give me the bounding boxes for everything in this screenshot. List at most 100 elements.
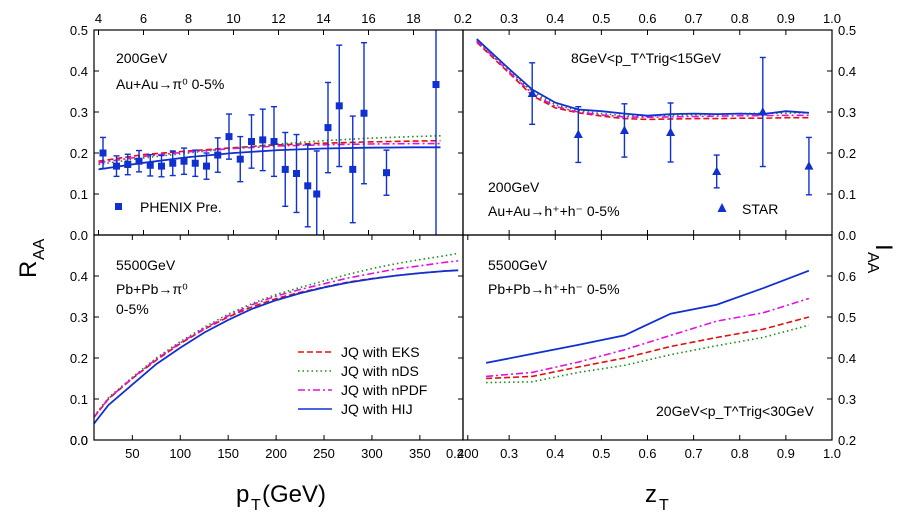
legend-star: STAR	[717, 201, 778, 217]
panel-annotations: 200GeV Au+Au→π⁰ 0-5% 8GeV<p_T^Trig<15GeV…	[116, 50, 814, 419]
top-tick-label: 0.4	[546, 11, 564, 26]
data-point-phenix-pre-	[214, 137, 222, 173]
y-tick-label: 0.3	[70, 105, 88, 120]
svg-text:p: p	[236, 481, 249, 508]
data-point-phenix-pre-	[313, 150, 321, 235]
y-tick-label: 0.1	[70, 392, 88, 407]
bl-energy: 5500GeV	[116, 257, 176, 273]
panel-bottom-left: 0.0 0.1 0.2 0.3 0.4 50 100 150 200 250 300 350 400	[70, 234, 479, 461]
y-tick-label: 0.5	[70, 23, 88, 38]
legend-label: JQ with nPDF	[341, 382, 427, 398]
data-point-phenix-pre-	[191, 149, 199, 178]
bl-centrality: 0-5%	[116, 301, 149, 317]
y-tick-label: 0.2	[70, 351, 88, 366]
y-tick-label: 0.2	[70, 146, 88, 161]
y-axis-title-left: R AA	[15, 238, 48, 278]
y-tick-label: 0.5	[838, 23, 856, 38]
svg-text:I: I	[870, 244, 897, 251]
x-tick-label: 0.8	[731, 446, 749, 461]
y-tick-label: 0.4	[70, 64, 88, 79]
plot-area-top-right	[476, 38, 814, 196]
plot-layer: 0.0 0.1 0.2 0.3 0.4 0.5 4 6 8 10 12 14 16 18 0.0 0.1 0.2…	[70, 11, 856, 461]
x-tick-label: 200	[265, 446, 287, 461]
x-tick-label: 400	[457, 446, 479, 461]
y-tick-label: 0.4	[838, 351, 856, 366]
data-point-phenix-pre-	[324, 81, 332, 174]
x-tick-label: 300	[361, 446, 383, 461]
data-point-star	[527, 62, 537, 126]
data-point-phenix-pre-	[259, 108, 267, 172]
plot-area-top-left	[98, 30, 441, 235]
legend-label: JQ with HIJ	[341, 401, 413, 417]
y-tick-label: 0.3	[838, 105, 856, 120]
svg-text:AA: AA	[31, 238, 48, 260]
x-tick-label: 0.5	[592, 446, 610, 461]
data-point-phenix-pre-	[293, 133, 300, 214]
x-axis-title-left: p T (GeV)	[236, 481, 326, 514]
tl-energy: 200GeV	[116, 50, 168, 66]
y-tick-label: 0.2	[838, 433, 856, 448]
br-system: Pb+Pb→h⁺+h⁻ 0-5%	[488, 281, 620, 297]
y-tick-label: 0.0	[70, 433, 88, 448]
top-tick-label: 0.6	[638, 11, 656, 26]
top-tick-label: 0.2	[454, 11, 472, 26]
series-line-jq-with-hij	[485, 269, 810, 364]
plot-area-bottom-right	[485, 269, 810, 384]
data-point-phenix-pre-	[270, 105, 278, 178]
legend-label: JQ with EKS	[341, 344, 420, 360]
series-line-jq-with-hij	[476, 38, 809, 117]
data-point-star	[804, 136, 814, 196]
y-tick-label: 0.0	[70, 228, 88, 243]
top-tick-label: 10	[226, 11, 240, 26]
y-tick-label: 0.4	[838, 64, 856, 79]
data-point-phenix-pre-	[432, 30, 440, 235]
top-tick-label: 0.3	[500, 11, 518, 26]
tl-system: Au+Au→π⁰ 0-5%	[116, 76, 224, 92]
series-line-jq-with-hij	[98, 146, 441, 171]
top-tick-label: 0.8	[731, 11, 749, 26]
x-tick-label: 0.6	[638, 446, 656, 461]
data-point-phenix-pre-	[281, 131, 289, 208]
y-tick-label: 0.3	[838, 392, 856, 407]
data-point-phenix-pre-	[146, 153, 154, 177]
plot-area-bottom-left	[94, 252, 459, 425]
br-trigger: 20GeV<p_T^Trig<30GeV	[656, 403, 814, 419]
series-line-jq-with-nds	[486, 324, 810, 384]
panel-bottom-right: 0.2 0.3 0.4 0.5 0.6 0.3 0.4 0.5 0.6 0.7 0.8 0.9 1.0	[462, 234, 856, 461]
y-tick-label: 0.6	[838, 269, 856, 284]
y-tick-label: 0.0	[70, 433, 88, 448]
data-point-phenix-pre-	[383, 149, 390, 196]
x-tick-label: 0.7	[685, 446, 703, 461]
data-point-phenix-pre-	[225, 113, 233, 160]
y-tick-label: 0.1	[838, 187, 856, 202]
tr-energy: 200GeV	[488, 179, 540, 195]
panel-top-left: 0.0 0.1 0.2 0.3 0.4 0.5 4 6 8 10 12 14 16 18	[70, 11, 464, 243]
data-point-phenix-pre-	[169, 150, 177, 177]
y-axis-title-right: I AA	[864, 244, 897, 274]
data-point-star	[712, 154, 722, 189]
tr-trigger: 8GeV<p_T^Trig<15GeV	[571, 50, 722, 66]
series-line-jq-with-eks	[476, 41, 809, 121]
top-tick-label: 1.0	[823, 11, 841, 26]
svg-text:R: R	[15, 261, 42, 278]
x-tick-label: 1.0	[823, 446, 841, 461]
data-point-phenix-pre-	[203, 152, 210, 180]
x-tick-label: 100	[169, 446, 191, 461]
top-tick-label: 18	[406, 11, 420, 26]
x-tick-label: 0.2	[446, 446, 464, 461]
legend-marker-square	[115, 203, 122, 210]
data-point-phenix-pre-	[99, 136, 107, 170]
y-tick-label: 0.3	[70, 310, 88, 325]
legend-label: JQ with nDS	[341, 363, 419, 379]
bl-system: Pb+Pb→π⁰	[116, 281, 188, 297]
data-point-phenix-pre-	[124, 153, 132, 176]
x-tick-label: 50	[125, 446, 139, 461]
data-point-star	[573, 105, 583, 164]
y-tick-label: 0.2	[838, 146, 856, 161]
data-point-star	[666, 102, 676, 163]
data-point-phenix-pre-	[113, 155, 120, 178]
top-tick-label: 4	[95, 11, 102, 26]
top-tick-label: 8	[185, 11, 192, 26]
top-tick-label: 0.9	[777, 11, 795, 26]
